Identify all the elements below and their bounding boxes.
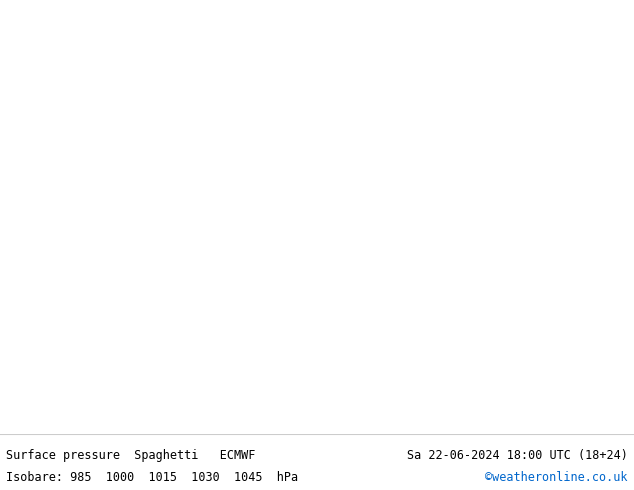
Text: Isobare: 985  1000  1015  1030  1045  hPa: Isobare: 985 1000 1015 1030 1045 hPa xyxy=(6,471,299,484)
Text: Sa 22-06-2024 18:00 UTC (18+24): Sa 22-06-2024 18:00 UTC (18+24) xyxy=(407,449,628,463)
Text: Surface pressure  Spaghetti   ECMWF: Surface pressure Spaghetti ECMWF xyxy=(6,449,256,463)
Text: ©weatheronline.co.uk: ©weatheronline.co.uk xyxy=(485,471,628,484)
